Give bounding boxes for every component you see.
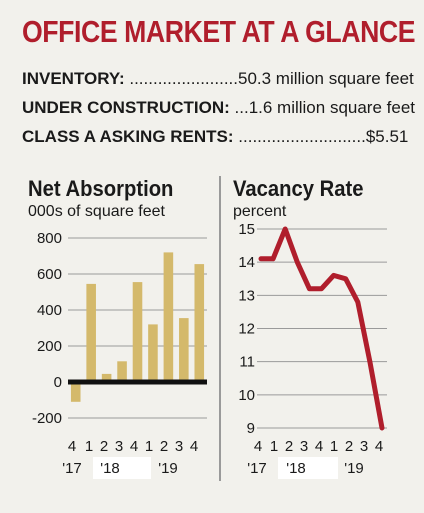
y-tick-label: 400 [37, 302, 62, 319]
bar [86, 283, 96, 382]
net-absorption-ylabel: 000s of square feet [28, 203, 165, 220]
panel-divider [219, 176, 221, 481]
stat-value: 50.3 million square feet [238, 69, 414, 88]
stat-label: INVENTORY: [22, 69, 125, 88]
year-label: '19 [344, 460, 364, 477]
bar [179, 318, 189, 382]
x-tick-label: 4 [375, 438, 383, 455]
stat-inventory: INVENTORY: .......................50.3 m… [22, 69, 414, 89]
x-tick-label: 2 [285, 438, 293, 455]
year-label: '17 [62, 460, 82, 477]
year-label: '19 [158, 460, 178, 477]
y-tick-label: 9 [247, 420, 255, 437]
stat-value: $5.51 [365, 127, 409, 146]
x-tick-label: 4 [190, 438, 198, 455]
stat-dots: ........................... [233, 127, 366, 146]
vacancy-rate-title: Vacancy Rate [233, 176, 364, 201]
x-tick-label: 1 [330, 438, 338, 455]
x-tick-label: 1 [270, 438, 278, 455]
y-tick-label: 11 [239, 354, 255, 371]
bar [148, 324, 158, 382]
stat-dots: ... [229, 98, 249, 117]
bar [163, 252, 174, 382]
y-tick-label: 13 [238, 287, 255, 304]
year-highlight [93, 457, 151, 479]
year-label: '18 [286, 460, 306, 477]
y-tick-label: 15 [238, 221, 255, 238]
stat-class-a-rents: CLASS A ASKING RENTS: ..................… [22, 127, 408, 147]
y-tick-label: 600 [37, 266, 62, 283]
page-title: OFFICE MARKET AT A GLANCE [22, 14, 416, 49]
x-tick-label: 2 [345, 438, 353, 455]
bar [101, 373, 112, 382]
x-tick-label: 4 [315, 438, 323, 455]
y-tick-label: 10 [238, 387, 255, 404]
stat-label: CLASS A ASKING RENTS: [22, 127, 234, 146]
x-tick-label: 3 [300, 438, 308, 455]
y-tick-label: 12 [238, 321, 255, 338]
year-label: '17 [247, 460, 267, 477]
x-tick-label: 4 [254, 438, 262, 455]
x-tick-label: 3 [360, 438, 368, 455]
x-tick-label: 1 [85, 438, 93, 455]
x-tick-label: 3 [115, 438, 123, 455]
net-absorption-title: Net Absorption [28, 176, 174, 201]
vacancy-rate-ylabel: percent [233, 203, 287, 220]
y-tick-label: 200 [37, 338, 62, 355]
bar [194, 264, 205, 382]
x-tick-label: 3 [175, 438, 183, 455]
y-tick-label: -200 [32, 410, 62, 427]
x-tick-label: 4 [68, 438, 76, 455]
x-tick-label: 4 [130, 438, 138, 455]
bar [132, 282, 143, 382]
y-tick-label: 800 [37, 230, 62, 247]
x-tick-label: 1 [145, 438, 153, 455]
x-tick-label: 2 [160, 438, 168, 455]
stat-value: 1.6 million square feet [248, 98, 416, 117]
stat-label: UNDER CONSTRUCTION: [22, 98, 230, 117]
x-tick-label: 2 [100, 438, 108, 455]
stat-dots: ....................... [124, 69, 238, 88]
y-tick-label: 0 [54, 374, 62, 391]
year-highlight [278, 457, 338, 479]
bar [117, 361, 127, 382]
stat-under-construction: UNDER CONSTRUCTION: ...1.6 million squar… [22, 98, 415, 118]
bar [70, 382, 81, 402]
year-label: '18 [100, 460, 120, 477]
y-tick-label: 14 [238, 254, 255, 271]
